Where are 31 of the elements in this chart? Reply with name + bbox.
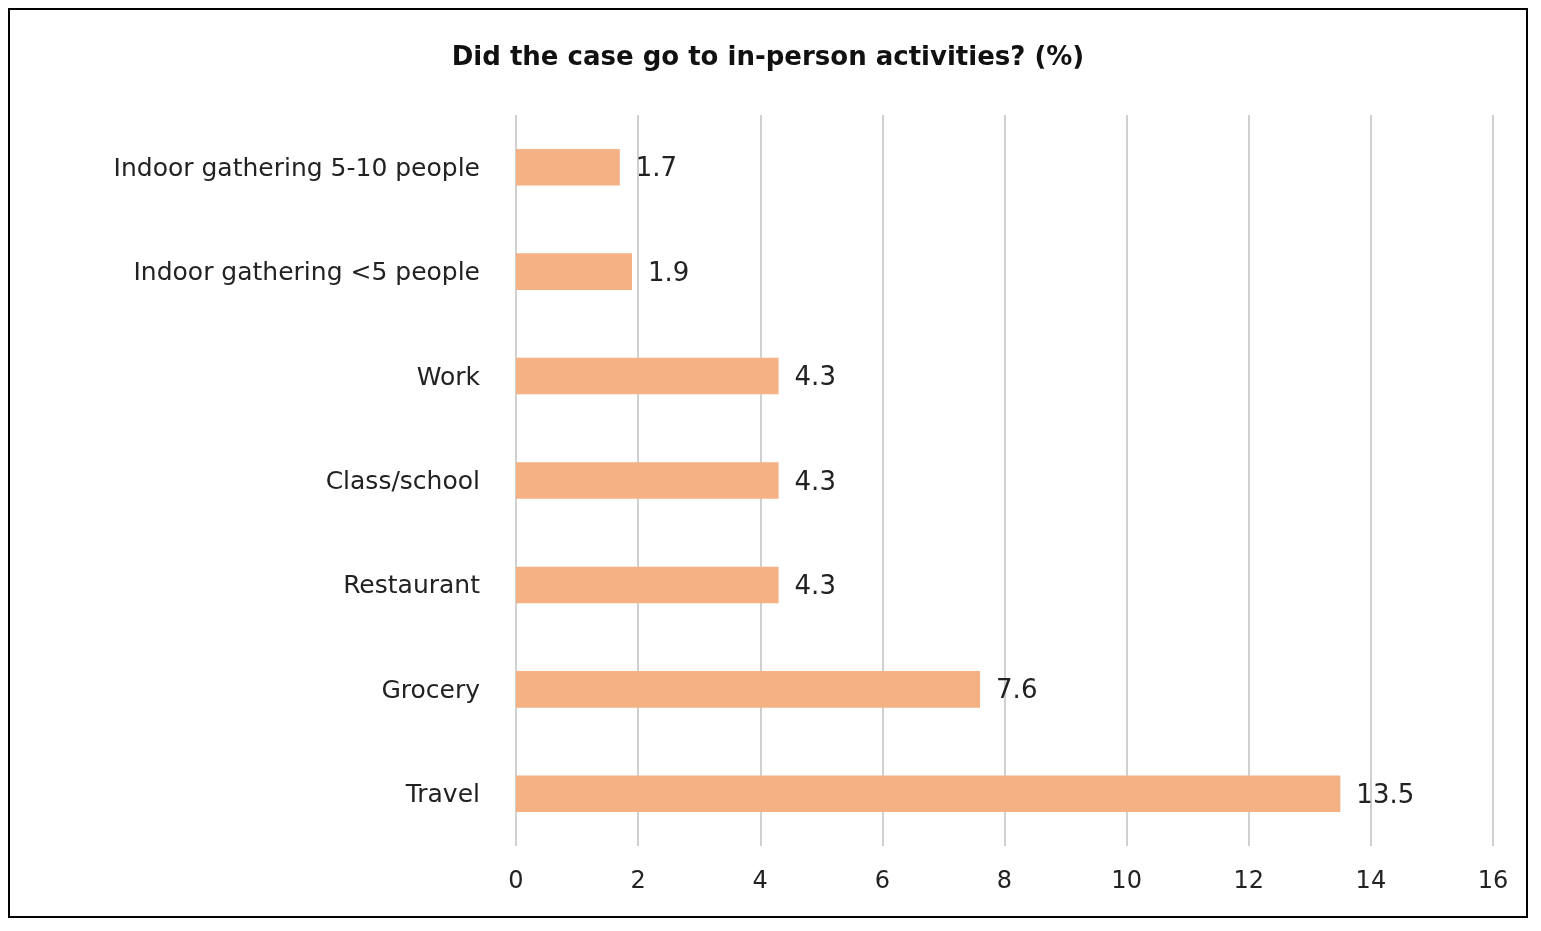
y-tick-label: Indoor gathering <5 people <box>133 257 480 287</box>
data-label: 4.3 <box>794 569 836 600</box>
y-tick-label: Restaurant <box>343 570 481 600</box>
bar <box>516 357 779 395</box>
data-label: 1.9 <box>648 256 690 287</box>
x-tick-label: 0 <box>508 866 524 894</box>
y-tick-label: Class/school <box>325 466 480 495</box>
x-tick-label: 4 <box>752 866 768 894</box>
x-tick-label: 6 <box>874 866 891 894</box>
x-tick-label: 14 <box>1355 866 1387 894</box>
x-tick-label: 8 <box>996 866 1013 894</box>
bar <box>516 566 779 604</box>
bar <box>516 253 633 290</box>
data-label: 1.7 <box>635 152 678 183</box>
x-tick-label: 16 <box>1477 866 1509 894</box>
bar <box>516 462 779 499</box>
y-tick-label: Travel <box>404 779 480 809</box>
bar <box>516 775 1341 813</box>
data-label: 4.3 <box>794 465 836 496</box>
data-label: 13.5 <box>1356 778 1415 809</box>
bar <box>516 671 981 708</box>
x-tick-label: 12 <box>1233 866 1265 894</box>
x-tick-label: 10 <box>1111 866 1142 894</box>
y-tick-label: Work <box>416 361 481 391</box>
x-tick-label: 2 <box>630 866 646 894</box>
data-label: 7.6 <box>996 674 1038 705</box>
y-tick-label: Indoor gathering 5-10 people <box>113 152 480 182</box>
y-tick-label: Grocery <box>381 674 481 704</box>
data-label: 4.3 <box>794 361 836 392</box>
bar <box>516 148 620 186</box>
chart-title: Did the case go to in-person activities? (%) <box>451 41 1085 71</box>
